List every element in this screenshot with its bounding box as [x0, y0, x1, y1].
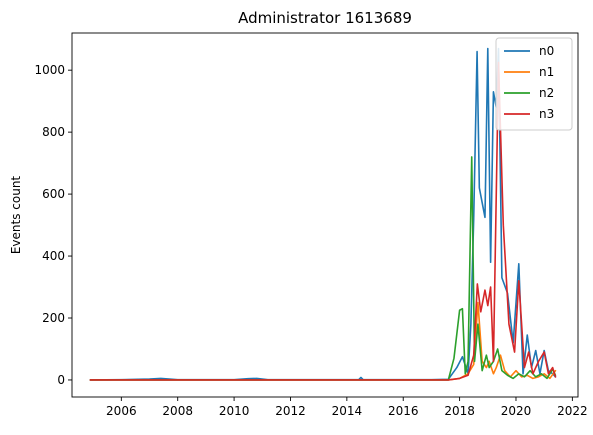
x-tick-label: 2010 [219, 404, 250, 418]
axes: 2006 2008 2010 2012 2014 2016 2018 2020 2022 0 200… [34, 32, 588, 418]
legend-label-n2: n2 [539, 86, 554, 100]
y-tick-label: 800 [42, 125, 65, 139]
x-tick-label: 2020 [501, 404, 532, 418]
axes-frame [71, 32, 579, 398]
legend-label-n0: n0 [539, 44, 554, 58]
x-tick-label: 2006 [106, 404, 137, 418]
chart-title: Administrator 1613689 [238, 9, 412, 27]
legend-box [495, 37, 573, 131]
x-tick-label: 2008 [162, 404, 193, 418]
x-tick-label: 2016 [388, 404, 419, 418]
series-line-n0 [89, 47, 557, 381]
y-tick-label: 600 [42, 187, 65, 201]
legend-label-n3: n3 [539, 107, 554, 121]
y-axis-label: Events count [9, 176, 23, 255]
y-tick-label: 1000 [34, 63, 65, 77]
x-tick-label: 2014 [332, 404, 363, 418]
y-tick-label: 0 [57, 373, 65, 387]
x-tick-label: 2022 [557, 404, 588, 418]
series-line-n1 [89, 301, 557, 381]
legend-label-n1: n1 [539, 65, 554, 79]
x-tick-label: 2018 [444, 404, 475, 418]
x-tick-label: 2012 [275, 404, 306, 418]
y-tick-label: 200 [42, 311, 65, 325]
plot-area [89, 47, 557, 381]
series-line-n3 [89, 61, 557, 381]
y-tick-label: 400 [42, 249, 65, 263]
legend: n0 n1 n2 n3 [495, 37, 573, 131]
